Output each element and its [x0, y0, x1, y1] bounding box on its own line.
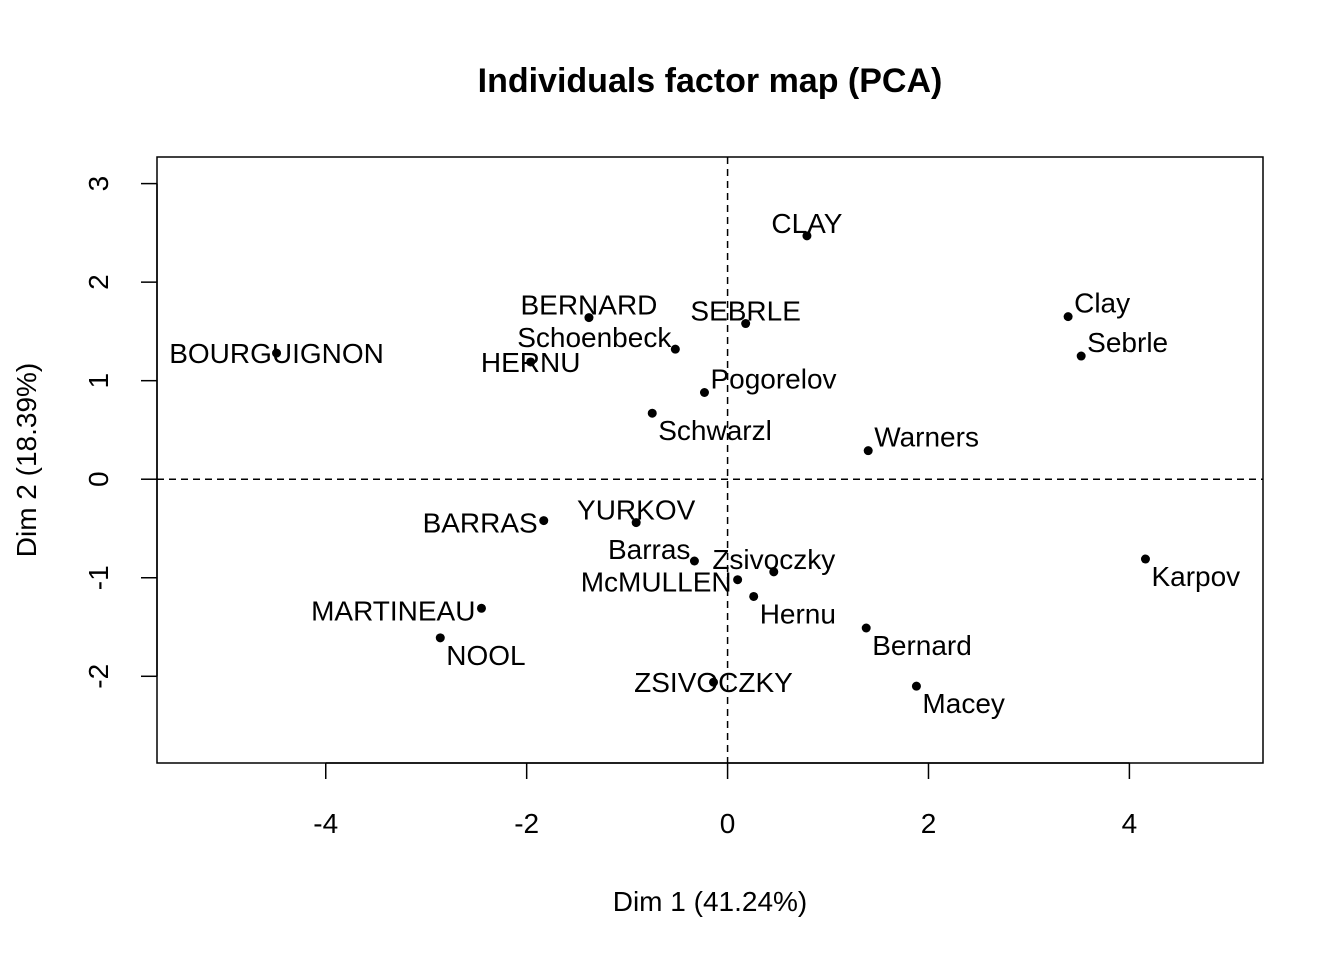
data-point	[733, 575, 743, 585]
point-label: Sebrle	[1087, 327, 1168, 358]
data-point	[584, 313, 594, 323]
point-label: Zsivoczky	[712, 544, 835, 575]
data-point	[1140, 554, 1150, 564]
point-label: Schoenbeck	[517, 322, 672, 353]
data-point	[670, 344, 680, 354]
data-point	[802, 231, 812, 241]
point-label: Schwarzl	[658, 415, 772, 446]
point-label: Macey	[922, 688, 1004, 719]
x-axis-label: Dim 1 (41.24%)	[613, 886, 808, 917]
data-point	[911, 681, 921, 691]
point-label: BERNARD	[520, 290, 657, 321]
point-label: Karpov	[1151, 561, 1240, 592]
point-label: ZSIVOCZKY	[634, 667, 793, 698]
data-point	[526, 357, 536, 367]
data-point	[539, 516, 549, 526]
data-point	[1063, 312, 1073, 322]
data-point	[435, 633, 445, 643]
y-tick-label: -2	[83, 664, 114, 689]
point-label: NOOL	[446, 640, 525, 671]
point-label: MARTINEAU	[311, 595, 475, 626]
point-label: SEBRLE	[690, 296, 801, 327]
point-label: CLAY	[771, 208, 842, 239]
y-tick-label: 1	[83, 373, 114, 389]
data-point	[647, 408, 657, 418]
data-point	[709, 677, 719, 687]
point-label: BARRAS	[423, 508, 538, 539]
point-label: McMULLEN	[581, 567, 732, 598]
y-axis: -2 -1 0 1 2 3	[83, 176, 158, 689]
y-tick-label: 0	[83, 471, 114, 487]
x-axis: -4 -2 0 2 4	[313, 762, 1138, 839]
y-axis-label: Dim 2 (18.39%)	[11, 363, 42, 558]
data-point	[741, 319, 751, 329]
data-point	[749, 591, 759, 601]
data-point	[1076, 351, 1086, 361]
chart-title: Individuals factor map (PCA)	[478, 62, 943, 100]
data-point	[861, 623, 871, 633]
y-tick-label: 2	[83, 274, 114, 290]
point-label: Bernard	[872, 630, 972, 661]
data-point	[631, 518, 641, 528]
point-label: BOURGUIGNON	[169, 338, 384, 369]
x-tick-label: -2	[514, 808, 539, 839]
x-tick-label: 4	[1122, 808, 1138, 839]
reference-lines	[157, 157, 1263, 763]
point-label: Hernu	[760, 598, 836, 629]
x-tick-label: 2	[921, 808, 937, 839]
data-point	[699, 388, 709, 398]
point-label: Pogorelov	[710, 364, 836, 395]
x-tick-label: 0	[720, 808, 736, 839]
point-label: HERNU	[481, 347, 581, 378]
point-label: Barras	[608, 534, 690, 565]
data-point	[689, 556, 699, 566]
y-tick-label: -1	[83, 565, 114, 590]
data-point	[272, 348, 282, 358]
data-point	[476, 603, 486, 613]
point-label: Warners	[874, 422, 979, 453]
point-label: YURKOV	[577, 495, 696, 526]
y-tick-label: 3	[83, 176, 114, 192]
data-point	[769, 567, 779, 577]
point-label: Clay	[1074, 288, 1130, 319]
x-tick-label: -4	[313, 808, 338, 839]
data-point	[863, 446, 873, 456]
